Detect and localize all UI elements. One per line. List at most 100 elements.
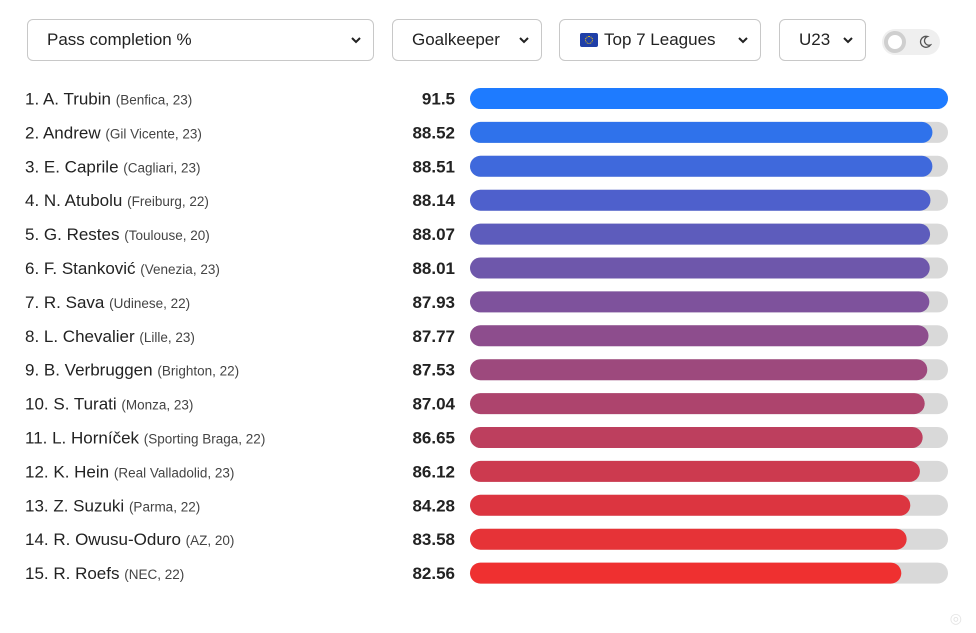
bar-row: 9. B. Verbruggen (Brighton, 22) 87.53: [25, 359, 948, 381]
bar-value-label: 91.5: [422, 90, 455, 109]
bar-row: 2. Andrew (Gil Vicente, 23) 88.52: [25, 121, 948, 143]
player-team-age: (Benfica, 23): [116, 93, 193, 108]
theme-toggle[interactable]: [882, 29, 940, 55]
player-label: 9. B. Verbruggen (Brighton, 22): [25, 361, 239, 380]
player-team-age: (Freiburg, 22): [127, 194, 209, 209]
bar: [470, 494, 911, 516]
bar-value-label: 88.01: [412, 259, 455, 278]
bar-row: 12. K. Hein (Real Valladolid, 23) 86.12: [25, 460, 948, 482]
bar-value-label: 87.53: [412, 361, 455, 380]
bar: [470, 189, 931, 211]
bar-value-label: 83.58: [412, 530, 455, 549]
player-team-age: (Sporting Braga, 22): [144, 432, 266, 447]
bar-row: 1. A. Trubin (Benfica, 23) 91.5: [25, 88, 948, 109]
player-label: 6. F. Stanković (Venezia, 23): [25, 259, 220, 278]
player-team-age: (Real Valladolid, 23): [114, 465, 235, 480]
league-select[interactable]: Top 7 Leagues: [559, 19, 761, 61]
bar-row: 14. R. Owusu-Oduro (AZ, 20) 83.58: [25, 528, 948, 550]
age-select-value: U23: [799, 30, 831, 49]
player-team-age: (Parma, 22): [129, 499, 200, 514]
bar: [470, 325, 929, 347]
pass-completion-bar-chart: 1. A. Trubin (Benfica, 23) 91.5 2. Andrew …: [25, 88, 948, 584]
player-team-age: (Monza, 23): [121, 398, 193, 413]
bar-row: 8. L. Chevalier (Lille, 23) 87.77: [25, 325, 948, 347]
bar-row: 13. Z. Suzuki (Parma, 22) 84.28: [25, 494, 948, 516]
player-name: 7. R. Sava: [25, 293, 109, 312]
player-label: 4. N. Atubolu (Freiburg, 22): [25, 191, 209, 210]
age-select[interactable]: U23: [779, 19, 866, 61]
player-label: 14. R. Owusu-Oduro (AZ, 20): [25, 530, 234, 549]
player-label: 15. R. Roefs (NEC, 22): [25, 564, 184, 583]
position-select-value: Goalkeeper: [412, 30, 500, 49]
bar-row: 11. L. Horníček (Sporting Braga, 22) 86.6…: [25, 427, 948, 448]
player-name: 14. R. Owusu-Oduro: [25, 530, 186, 549]
player-label: 10. S. Turati (Monza, 23): [25, 395, 193, 414]
player-name: 13. Z. Suzuki: [25, 496, 129, 515]
player-name: 3. E. Caprile: [25, 157, 123, 176]
player-team-age: (AZ, 20): [186, 533, 235, 548]
player-team-age: (Toulouse, 20): [124, 228, 210, 243]
player-label: 11. L. Horníček (Sporting Braga, 22): [25, 429, 265, 448]
bar-row: 5. G. Restes (Toulouse, 20) 88.07: [25, 223, 948, 245]
player-team-age: (Cagliari, 23): [123, 160, 200, 175]
chevron-down-icon: [738, 37, 748, 44]
player-name: 8. L. Chevalier: [25, 327, 139, 346]
player-name: 2. Andrew: [25, 123, 105, 142]
player-team-age: (Gil Vicente, 23): [105, 126, 202, 141]
player-name: 9. B. Verbruggen: [25, 361, 157, 380]
bar-value-label: 87.77: [412, 327, 455, 346]
league-select-value: Top 7 Leagues: [604, 30, 716, 49]
player-name: 10. S. Turati: [25, 395, 121, 414]
bar-row: 7. R. Sava (Udinese, 22) 87.93: [25, 291, 948, 313]
player-name: 1. A. Trubin: [25, 90, 116, 109]
metric-select[interactable]: Pass completion %: [27, 19, 374, 61]
bar-value-label: 82.56: [412, 564, 455, 583]
bar: [470, 291, 930, 313]
player-label: 5. G. Restes (Toulouse, 20): [25, 225, 210, 244]
sun-circle-icon: [884, 31, 906, 53]
player-label: 7. R. Sava (Udinese, 22): [25, 293, 190, 312]
bar-value-label: 88.52: [412, 123, 455, 142]
player-label: 12. K. Hein (Real Valladolid, 23): [25, 462, 234, 481]
player-name: 12. K. Hein: [25, 462, 114, 481]
bar: [470, 427, 923, 448]
chevron-down-icon: [519, 37, 529, 44]
player-name: 5. G. Restes: [25, 225, 124, 244]
bar: [470, 460, 920, 482]
bar: [470, 223, 931, 245]
bar-value-label: 84.28: [412, 496, 455, 515]
bar-value-label: 88.51: [412, 157, 455, 176]
moon-icon: [919, 35, 932, 48]
chevron-down-icon: [843, 37, 853, 44]
bar-value-label: 87.04: [412, 395, 455, 414]
bar-value-label: 88.14: [412, 191, 455, 210]
metric-select-value: Pass completion %: [47, 30, 192, 49]
player-team-age: (Brighton, 22): [157, 364, 239, 379]
bar-row: 4. N. Atubolu (Freiburg, 22) 88.14: [25, 189, 948, 211]
bar: [470, 393, 925, 415]
player-label: 2. Andrew (Gil Vicente, 23): [25, 123, 202, 142]
eu-flag-icon: [580, 33, 598, 47]
player-name: 4. N. Atubolu: [25, 191, 127, 210]
bar: [470, 359, 928, 381]
filter-bar: Pass completion % Goalkeeper Top 7 Leagu…: [0, 19, 976, 63]
player-name: 15. R. Roefs: [25, 564, 124, 583]
bar: [470, 528, 907, 550]
player-name: 6. F. Stanković: [25, 259, 140, 278]
player-label: 1. A. Trubin (Benfica, 23): [25, 90, 192, 109]
player-team-age: (Venezia, 23): [140, 262, 220, 277]
player-label: 8. L. Chevalier (Lille, 23): [25, 327, 195, 346]
bar-row: 3. E. Caprile (Cagliari, 23) 88.51: [25, 155, 948, 177]
player-team-age: (Udinese, 22): [109, 296, 190, 311]
bar-row: 10. S. Turati (Monza, 23) 87.04: [25, 393, 948, 415]
bar: [470, 155, 933, 177]
player-label: 13. Z. Suzuki (Parma, 22): [25, 496, 200, 515]
player-name: 11. L. Horníček: [25, 429, 144, 448]
bar: [470, 562, 902, 584]
bar-value-label: 86.65: [412, 429, 455, 448]
player-team-age: (Lille, 23): [139, 330, 195, 345]
chevron-down-icon: [351, 37, 361, 44]
player-label: 3. E. Caprile (Cagliari, 23): [25, 157, 201, 176]
position-select[interactable]: Goalkeeper: [392, 19, 542, 61]
bar: [470, 257, 930, 279]
